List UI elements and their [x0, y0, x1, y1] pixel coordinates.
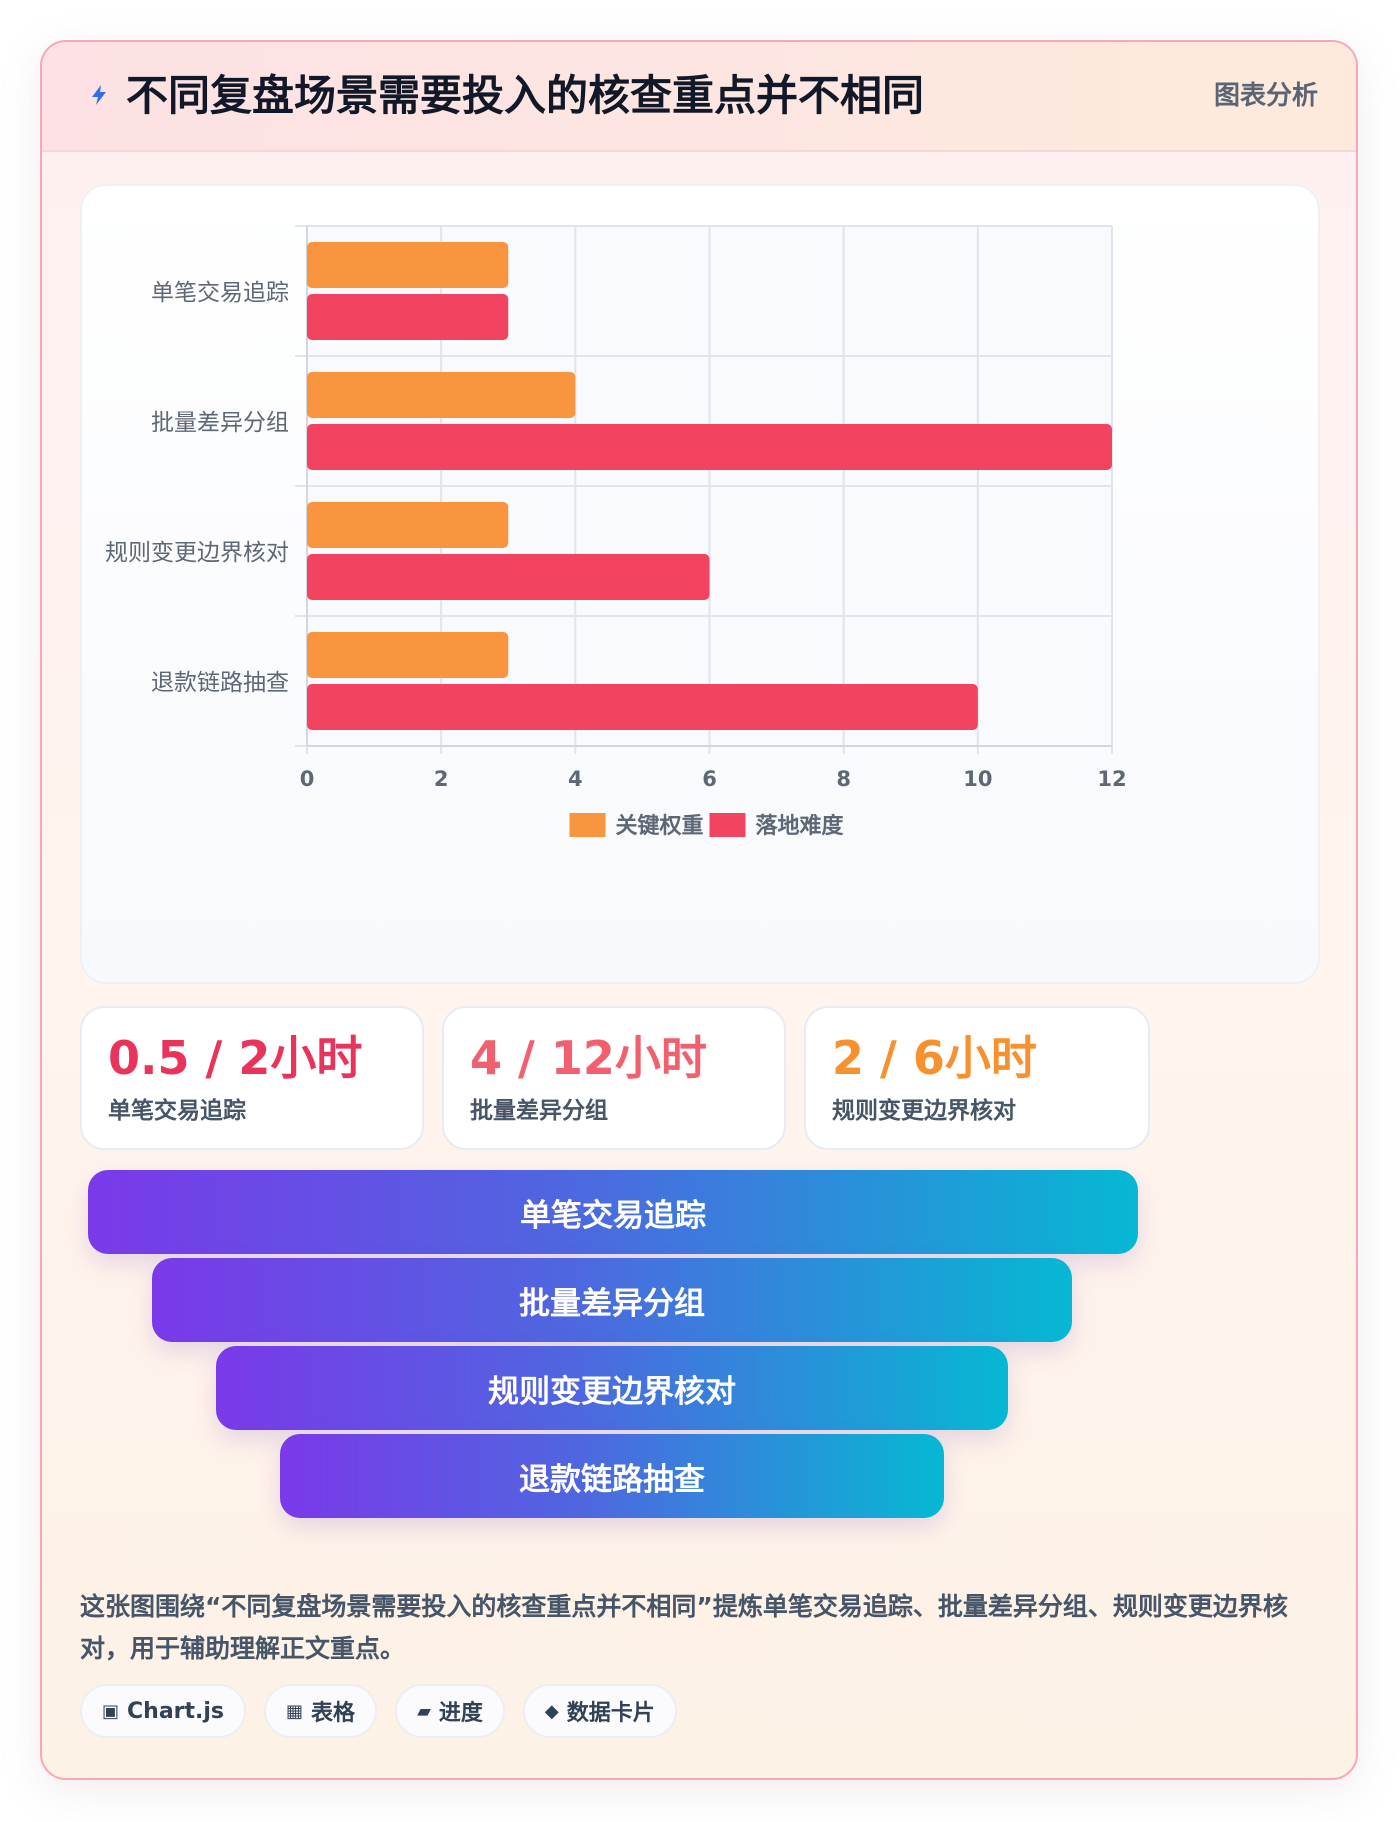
summary-text: 这张图围绕“不同复盘场景需要投入的核查重点并不相同”提炼单笔交易追踪、批量差异分… — [80, 1592, 1288, 1663]
stat-label: 单笔交易追踪 — [108, 1098, 246, 1124]
bar-chart-panel: 单笔交易追踪 批量差异分组规则变更边界核对退款链路抽查 0 2 4 6 8 10 12 关键权重 落… — [80, 184, 1320, 984]
card-header: 不同复盘场景需要投入的核查重点并不相同 图表分析 — [42, 42, 1356, 152]
legend-swatch — [569, 813, 606, 837]
chart-analysis-tag: 图表分析 — [1213, 81, 1318, 111]
bar-key-weight — [307, 502, 509, 548]
stat-label: 批量差异分组 — [470, 1098, 608, 1124]
stat-card-3: 2 / 6小时 规则变更边界核对 — [804, 1006, 1150, 1150]
page-title: 不同复盘场景需要投入的核查重点并不相同 — [126, 71, 925, 120]
legend-label: 落地难度 — [756, 813, 845, 839]
bar-key-weight — [307, 242, 509, 288]
y-tick-label: 退款链路抽查 — [151, 670, 289, 696]
chip-data-card[interactable]: ◆ 数据卡片 — [522, 1684, 677, 1738]
stat-card-1: 0.5 / 2小时 单笔交易追踪 — [80, 1006, 424, 1150]
y-tick-label: 规则变更边界核对 — [105, 540, 289, 566]
chart-icon: ▣ — [102, 1700, 120, 1722]
card-icon: ◆ — [544, 1700, 559, 1722]
chip-label: 进度 — [438, 1701, 483, 1726]
legend-swatch — [709, 813, 746, 837]
bar-difficulty — [307, 684, 978, 730]
chip-table[interactable]: ▦ 表格 — [264, 1684, 378, 1738]
stat-value: 4 / 12小时 — [470, 1031, 707, 1085]
progress-icon: ▰ — [417, 1700, 431, 1722]
chip-chartjs[interactable]: ▣ Chart.js — [80, 1684, 247, 1738]
x-tick-label: 8 — [836, 767, 851, 791]
funnel-step-4: 退款链路抽查 — [280, 1434, 944, 1518]
x-tick-label: 0 — [300, 767, 315, 791]
x-tick-label: 12 — [1097, 767, 1126, 791]
y-tick-label: 单笔交易追踪 — [151, 280, 289, 306]
bar-key-weight — [307, 372, 576, 418]
legend-label: 关键权重 — [616, 813, 704, 839]
funnel-step-1: 单笔交易追踪 — [88, 1170, 1138, 1254]
funnel-step-3: 规则变更边界核对 — [216, 1346, 1008, 1430]
x-tick-label: 4 — [568, 767, 583, 791]
stat-value: 0.5 / 2小时 — [108, 1031, 363, 1085]
chip-label: 数据卡片 — [566, 1701, 655, 1726]
bar-key-weight — [307, 632, 509, 678]
funnel-step-2: 批量差异分组 — [152, 1258, 1072, 1342]
bar-difficulty — [307, 554, 710, 600]
lightning-bolt-icon — [92, 85, 106, 105]
chip-label: Chart.js — [127, 1698, 225, 1724]
stat-value: 2 / 6小时 — [832, 1031, 1037, 1085]
x-tick-label: 2 — [434, 767, 449, 791]
y-tick-label: 批量差异分组 — [151, 410, 289, 436]
x-tick-label: 6 — [702, 767, 717, 791]
table-icon: ▦ — [286, 1700, 304, 1722]
chip-list: ▣ Chart.js ▦ 表格 ▰ 进度 ◆ 数据卡片 — [80, 1684, 677, 1738]
bar-difficulty — [307, 294, 509, 340]
x-tick-label: 10 — [963, 767, 992, 791]
chip-progress[interactable]: ▰ 进度 — [395, 1684, 505, 1738]
stat-card-2: 4 / 12小时 批量差异分组 — [442, 1006, 786, 1150]
stat-label: 规则变更边界核对 — [832, 1098, 1016, 1124]
chart-card: 不同复盘场景需要投入的核查重点并不相同 图表分析 单笔交易追踪 批量差异分组 规则变… — [40, 40, 1358, 1780]
bar-difficulty — [307, 424, 1112, 470]
chip-label: 表格 — [311, 1701, 356, 1726]
